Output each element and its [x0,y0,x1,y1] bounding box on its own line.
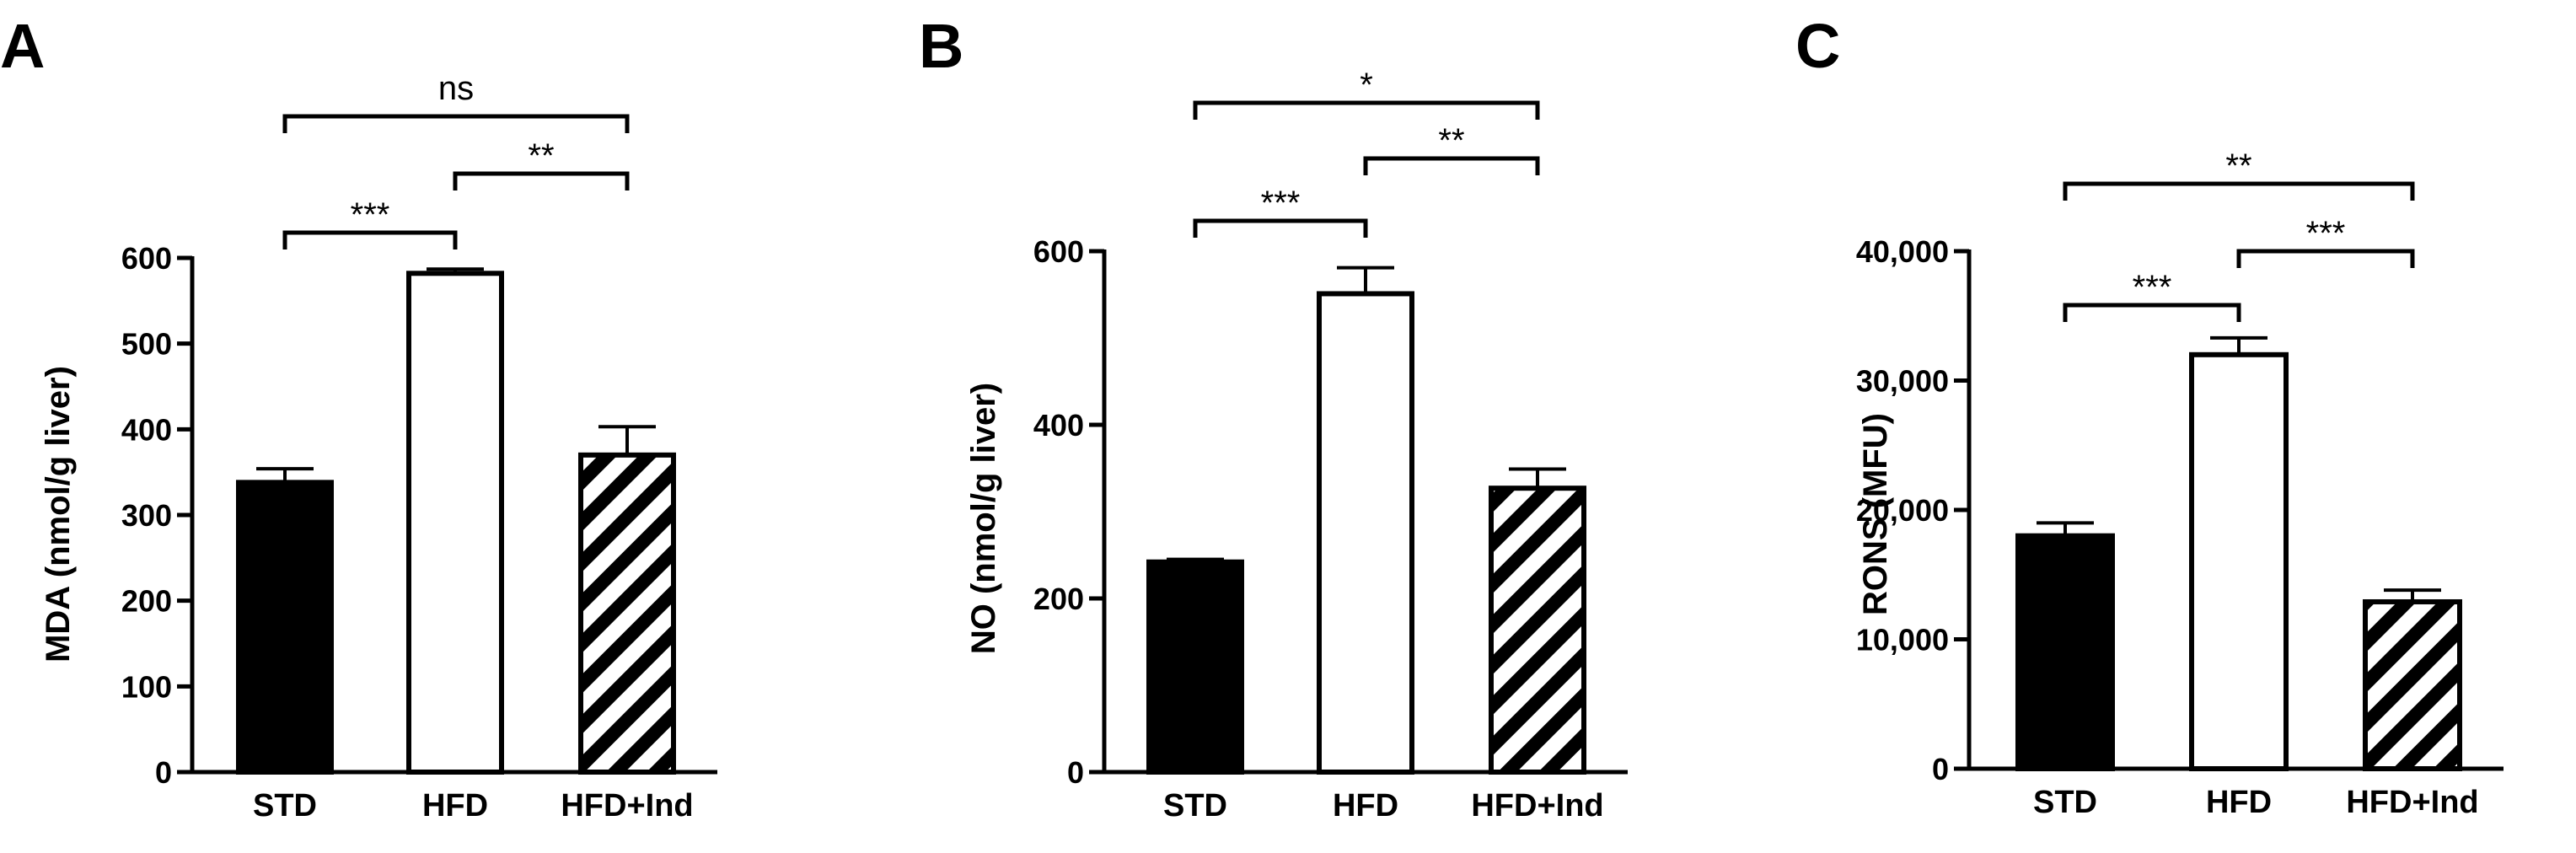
category-label-a: HFD [422,788,488,823]
y-tick-label-a: 0 [155,755,172,790]
y-tick-label-c: 0 [1932,752,1949,786]
y-tick-label-b: 0 [1067,755,1084,790]
y-axis-title-b: NO (nmol/g liver) [965,383,1002,654]
bar-b-std [1146,559,1244,775]
panel-a: A MDA (nmol/g liver) 0 100 200 300 400 500 600… [0,11,717,823]
category-label-a: STD [253,788,317,823]
significance-bracket-a [282,114,630,133]
significance-label-a: *** [351,196,390,233]
category-label-b: HFD [1333,788,1398,823]
y-tick-label-c: 40,000 [1856,234,1949,269]
significance-bracket-a [453,171,630,190]
panel-letter-a: A [0,11,45,81]
category-label-b: STD [1163,788,1227,823]
y-axis-title-c: RONS (MFU) [1857,413,1894,615]
significance-label-b: ** [1438,122,1464,159]
y-tick-label-a: 200 [121,584,172,619]
bar-a-hfd-ind [578,452,676,775]
bar-a-hfd [406,271,504,775]
significance-bracket-c [2063,303,2241,322]
category-label-a: HFD+Ind [561,788,693,823]
significance-label-c: ** [2225,148,2251,185]
y-tick-label-a: 300 [121,498,172,533]
significance-label-b: * [1360,67,1373,104]
significance-label-c: *** [2133,269,2172,306]
bar-c-std [2015,533,2115,771]
y-tick-label-b: 400 [1033,408,1084,443]
y-tick-label-c: 20,000 [1856,493,1949,528]
panel-letter-c: C [1795,11,1840,81]
bar-a-std [236,480,334,775]
panel-c: C RONS (MFU) 0 10,000 20,000 30,000 40,000 ST… [1795,11,2504,820]
significance-label-a: ns [438,70,474,107]
category-label-b: HFD+Ind [1471,788,1603,823]
y-tick-label-b: 600 [1033,234,1084,269]
significance-label-c: *** [2306,215,2346,252]
significance-bracket-c [2063,181,2415,201]
y-tick-label-a: 500 [121,327,172,362]
significance-bracket-b [1193,100,1540,120]
bar-c-hfd [2189,351,2289,771]
y-tick-label-c: 10,000 [1856,623,1949,657]
y-tick-label-a: 400 [121,412,172,447]
y-tick-label-c: 30,000 [1856,364,1949,399]
significance-bracket-c [2236,249,2415,268]
category-label-c: HFD [2206,785,2272,820]
significance-bracket-b [1193,218,1368,238]
category-label-c: HFD+Ind [2346,785,2478,820]
panel-letter-b: B [919,11,963,81]
significance-bracket-a [282,230,458,249]
y-axis-title-a: MDA (nmol/g liver) [40,366,77,663]
y-tick-label-a: 600 [121,241,172,276]
bar-b-hfd [1317,291,1414,775]
panel-b: B NO (nmol/g liver) 0 200 400 600 STD HFD HFD+… [919,11,1628,823]
category-label-c: STD [2033,785,2097,820]
significance-bracket-b [1363,156,1540,175]
bar-c-hfd-ind [2363,598,2462,771]
significance-label-a: ** [528,137,554,174]
bar-b-hfd-ind [1489,486,1586,775]
y-tick-label-b: 200 [1033,582,1084,616]
y-tick-label-a: 100 [121,669,172,704]
significance-label-b: *** [1261,185,1301,222]
